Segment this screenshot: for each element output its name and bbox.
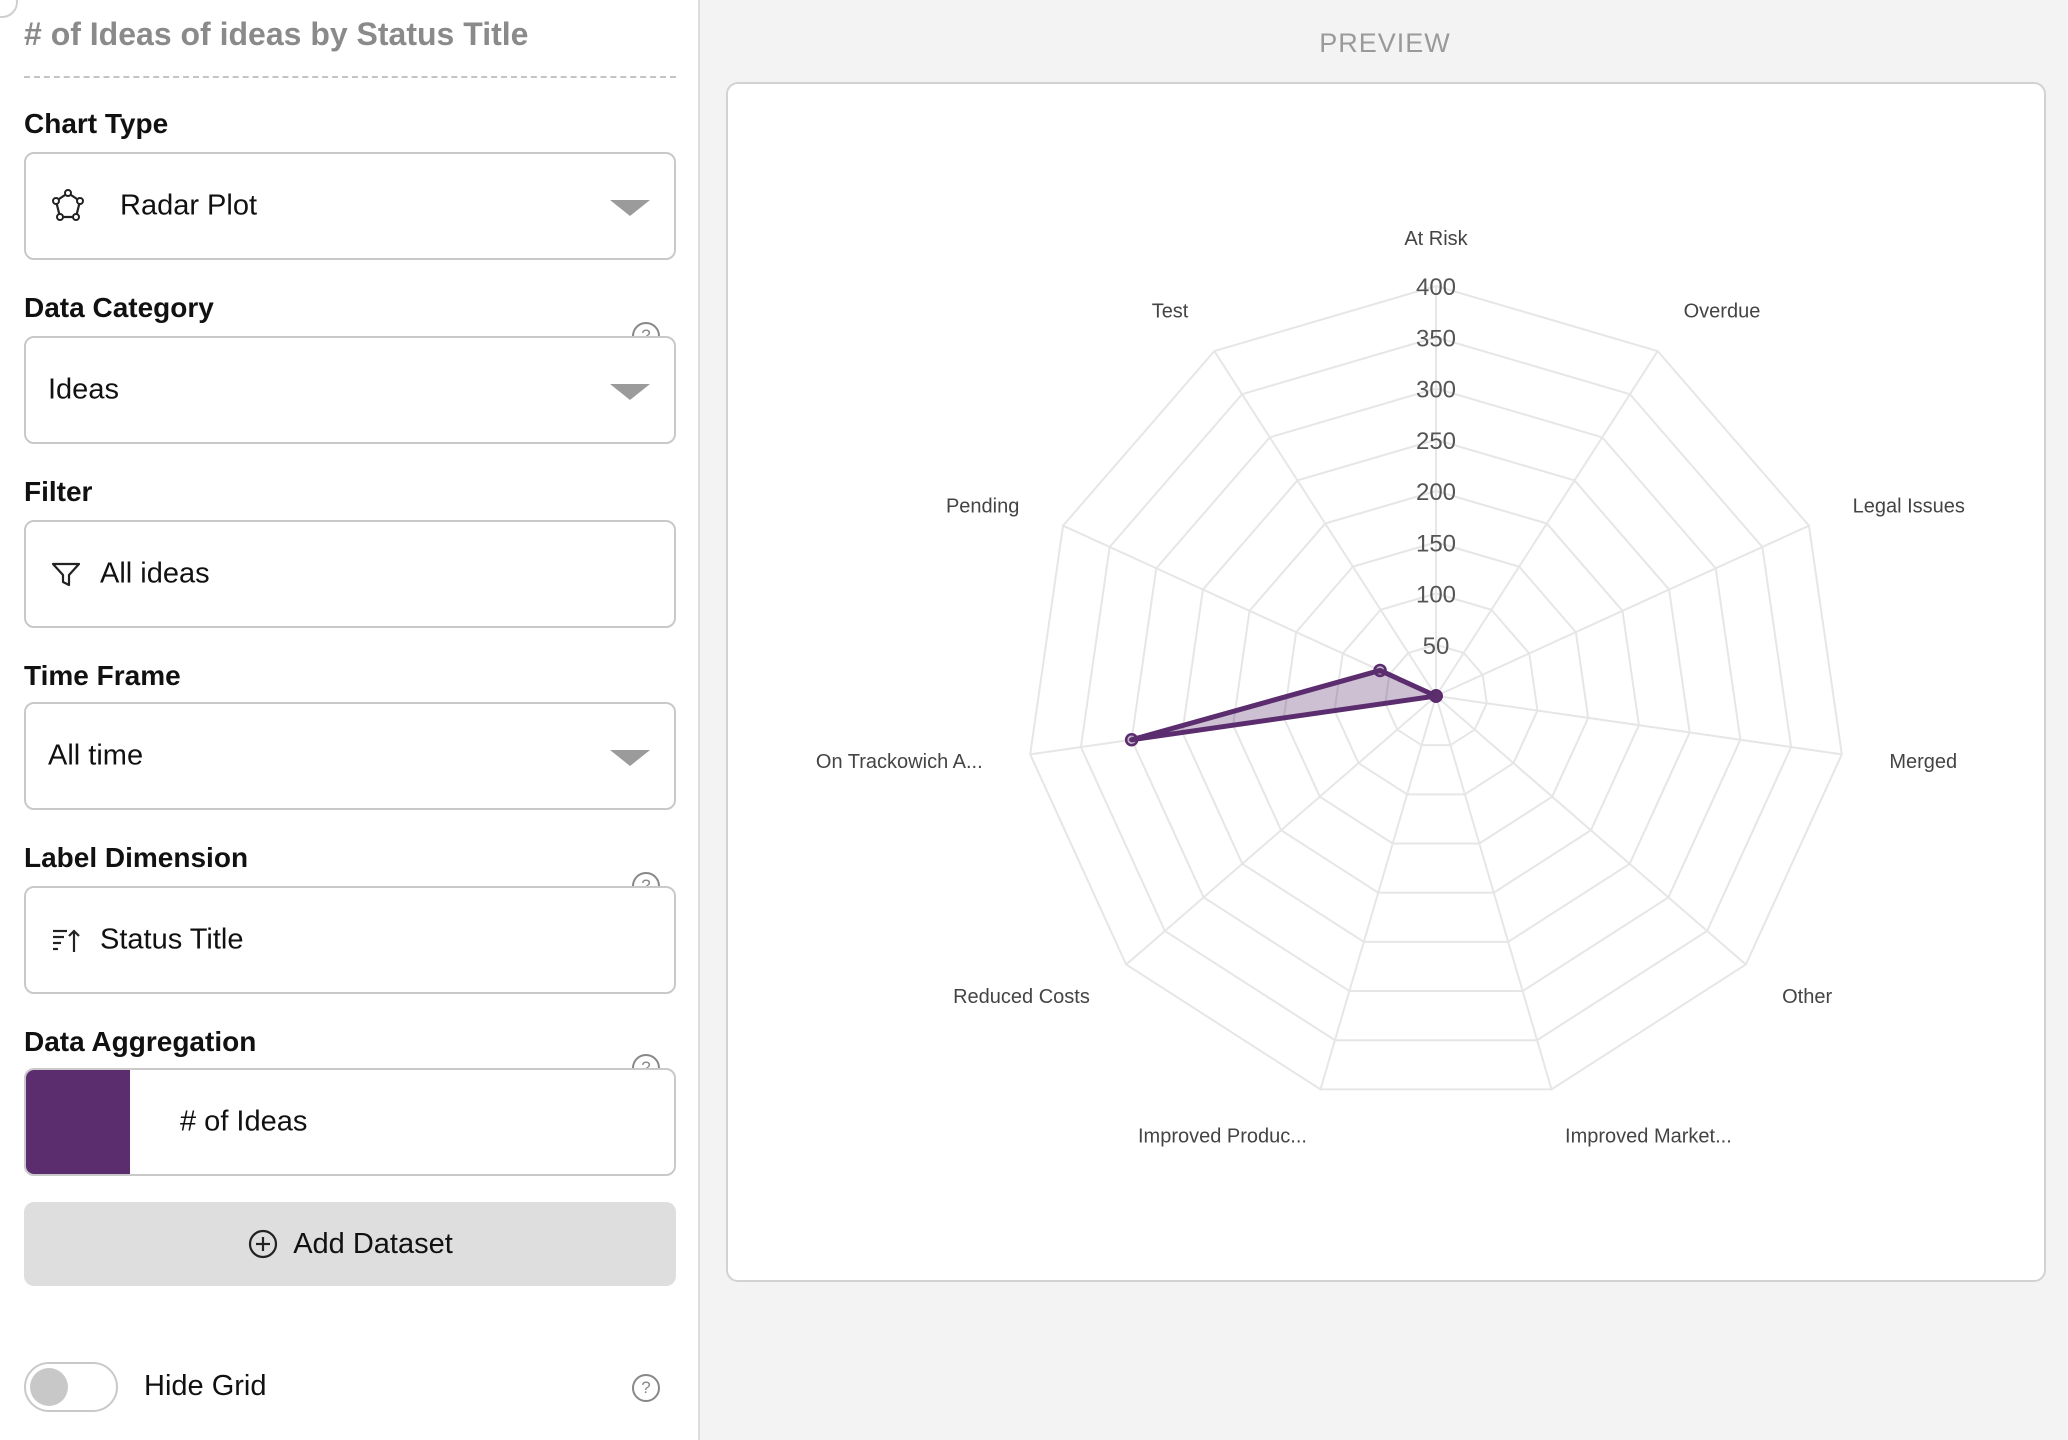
data-aggregation-value: # of Ideas bbox=[180, 1105, 308, 1138]
grid-spoke bbox=[1319, 695, 1437, 1090]
tick-label: 50 bbox=[1423, 633, 1450, 660]
grid-spoke bbox=[1435, 695, 1747, 966]
data-point bbox=[1429, 689, 1443, 703]
series-area bbox=[1129, 667, 1439, 743]
time-frame-value: All time bbox=[48, 739, 144, 772]
category-label: Merged bbox=[1889, 751, 1957, 773]
filter-label: Filter bbox=[24, 476, 93, 507]
category-label: Improved Produc... bbox=[1138, 1125, 1307, 1147]
data-point bbox=[1373, 663, 1387, 678]
category-label: On Trackowich A... bbox=[816, 751, 983, 773]
category-label: At Risk bbox=[1404, 228, 1468, 250]
grid-spoke bbox=[1213, 350, 1437, 697]
grid-spoke bbox=[1125, 695, 1437, 966]
help-icon[interactable]: ? bbox=[632, 1374, 660, 1402]
filter-field[interactable]: All ideas bbox=[24, 520, 676, 628]
grid-ring bbox=[1384, 643, 1488, 747]
grid-spoke bbox=[1062, 524, 1437, 697]
filter-value: All ideas bbox=[100, 557, 210, 590]
sort-ascending-icon bbox=[53, 929, 80, 952]
add-dataset-button[interactable]: Add Dataset bbox=[24, 1202, 676, 1286]
data-category-select[interactable]: Ideas bbox=[24, 336, 676, 444]
chart-type-select[interactable]: Radar Plot bbox=[24, 152, 676, 260]
data-aggregation-label: Data Aggregation bbox=[24, 1026, 257, 1057]
grid-ring bbox=[1181, 438, 1691, 943]
radar-chart: 50 100 150 200 250 300 350 400 At Risk Overdue Leg… bbox=[816, 228, 1965, 1147]
chart-type-value: Radar Plot bbox=[120, 189, 258, 222]
data-point bbox=[1124, 733, 1139, 747]
tick-label: 400 bbox=[1416, 274, 1456, 301]
category-label: Legal Issues bbox=[1853, 496, 1965, 518]
category-label: Test bbox=[1152, 301, 1189, 323]
category-label: Reduced Costs bbox=[953, 986, 1090, 1008]
grid-ring bbox=[1232, 489, 1640, 894]
data-category-label: Data Category bbox=[24, 292, 214, 323]
preview-heading: PREVIEW bbox=[1319, 28, 1451, 58]
label-dimension-field[interactable]: Status Title bbox=[24, 886, 676, 994]
grid-spoke bbox=[1435, 695, 1842, 756]
grid-spoke bbox=[1435, 524, 1810, 697]
dataset-color-swatch[interactable] bbox=[26, 1070, 130, 1174]
grid-ring bbox=[1029, 284, 1843, 1091]
data-aggregation-field[interactable]: # of Ideas bbox=[24, 1068, 676, 1176]
plus-circle-icon bbox=[249, 1229, 278, 1259]
filter-icon bbox=[51, 562, 81, 587]
category-label: Overdue bbox=[1684, 301, 1761, 323]
title-divider bbox=[24, 76, 676, 78]
chevron-down-icon bbox=[610, 750, 650, 766]
tick-label: 350 bbox=[1416, 325, 1456, 352]
label-dimension-value: Status Title bbox=[100, 923, 244, 956]
chevron-down-icon bbox=[610, 200, 650, 216]
time-frame-label: Time Frame bbox=[24, 660, 181, 691]
grid-ring bbox=[1130, 387, 1742, 993]
hide-grid-toggle[interactable] bbox=[24, 1362, 118, 1412]
grid-ring bbox=[1333, 592, 1539, 796]
time-frame-select[interactable]: All time bbox=[24, 702, 676, 810]
grid-spoke bbox=[1435, 350, 1659, 697]
category-label: Improved Market... bbox=[1565, 1125, 1732, 1147]
panel-corner-handle[interactable] bbox=[0, 0, 18, 18]
tick-label: 300 bbox=[1416, 377, 1456, 404]
grid-spoke bbox=[1435, 695, 1553, 1090]
tick-label: 150 bbox=[1416, 530, 1456, 557]
label-dimension-label: Label Dimension bbox=[24, 842, 249, 873]
chart-preview-card: 50 100 150 200 250 300 350 400 At Risk Overdue Leg… bbox=[726, 82, 2046, 1282]
radar-icon bbox=[52, 189, 84, 221]
chart-title[interactable]: # of Ideas of ideas by Status Title bbox=[24, 16, 529, 52]
tick-label: 100 bbox=[1416, 582, 1456, 609]
tick-label: 250 bbox=[1416, 428, 1456, 455]
category-label: Other bbox=[1782, 986, 1832, 1008]
grid-ring bbox=[1282, 541, 1590, 845]
chart-type-label: Chart Type bbox=[24, 108, 169, 139]
chart-settings-panel: # of Ideas of ideas by Status Title Char… bbox=[0, 0, 700, 1440]
grid-ring bbox=[1079, 336, 1793, 1042]
category-label: Pending bbox=[946, 496, 1019, 518]
chevron-down-icon bbox=[610, 384, 650, 400]
tick-label: 200 bbox=[1416, 479, 1456, 506]
toggle-knob bbox=[30, 1368, 68, 1406]
add-dataset-label: Add Dataset bbox=[293, 1227, 453, 1260]
hide-grid-label: Hide Grid bbox=[144, 1370, 267, 1402]
data-category-value: Ideas bbox=[48, 373, 119, 406]
